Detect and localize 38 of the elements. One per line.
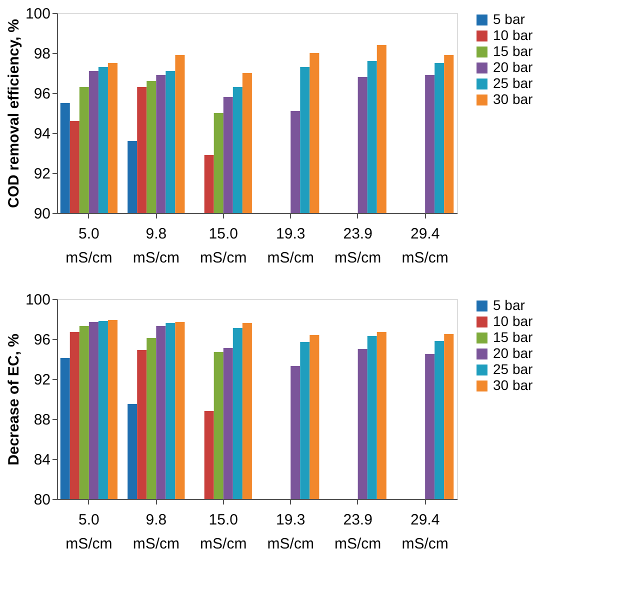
- y-tick-label: 96: [34, 86, 50, 102]
- legend-label: 5 bar: [493, 11, 526, 27]
- x-tick-label: 5.0 mS/cm: [66, 226, 112, 266]
- legend-label: 10 bar: [493, 27, 534, 43]
- x-tick-label: 23.9 mS/cm: [334, 512, 382, 552]
- x-tick-label: 29.4 mS/cm: [402, 226, 448, 266]
- legend-label: 15 bar: [493, 329, 534, 345]
- y-axis-title: COD removal efficiency, %: [5, 19, 22, 208]
- y-axis-title: Decrease of EC, %: [5, 334, 22, 466]
- x-tick-label: 19.3 mS/cm: [267, 226, 314, 266]
- x-tick-label: 5.0 mS/cm: [66, 512, 112, 552]
- legend-label: 25 bar: [493, 75, 534, 91]
- y-tick-label: 96: [34, 332, 50, 348]
- x-tick-label: 9.8 mS/cm: [132, 512, 180, 552]
- y-tick-label: 90: [34, 206, 50, 222]
- legend-label: 10 bar: [493, 313, 534, 329]
- x-tick-label: 29.4 mS/cm: [402, 512, 448, 552]
- legend-label: 15 bar: [493, 43, 534, 59]
- y-tick-label: 94: [34, 126, 50, 142]
- legend-label: 5 bar: [493, 297, 526, 313]
- legend-label: 30 bar: [493, 91, 534, 107]
- y-tick-label: 92: [34, 166, 50, 182]
- y-tick-label: 98: [34, 46, 50, 62]
- y-tick-label: 88: [34, 412, 50, 428]
- x-tick-label: 19.3 mS/cm: [267, 512, 314, 552]
- legend-label: 20 bar: [493, 59, 534, 75]
- y-tick-label: 100: [25, 292, 50, 308]
- y-tick-label: 92: [34, 372, 50, 388]
- y-tick-label: 100: [25, 6, 50, 22]
- legend-label: 25 bar: [493, 361, 534, 377]
- legend-label: 30 bar: [493, 377, 534, 393]
- y-tick-label: 84: [34, 452, 50, 468]
- x-tick-label: 9.8 mS/cm: [132, 226, 180, 266]
- legend-label: 20 bar: [493, 345, 534, 361]
- y-tick-label: 80: [34, 492, 50, 508]
- x-tick-label: 23.9 mS/cm: [334, 226, 382, 266]
- x-tick-label: 15.0 mS/cm: [200, 226, 247, 266]
- x-tick-label: 15.0 mS/cm: [200, 512, 247, 552]
